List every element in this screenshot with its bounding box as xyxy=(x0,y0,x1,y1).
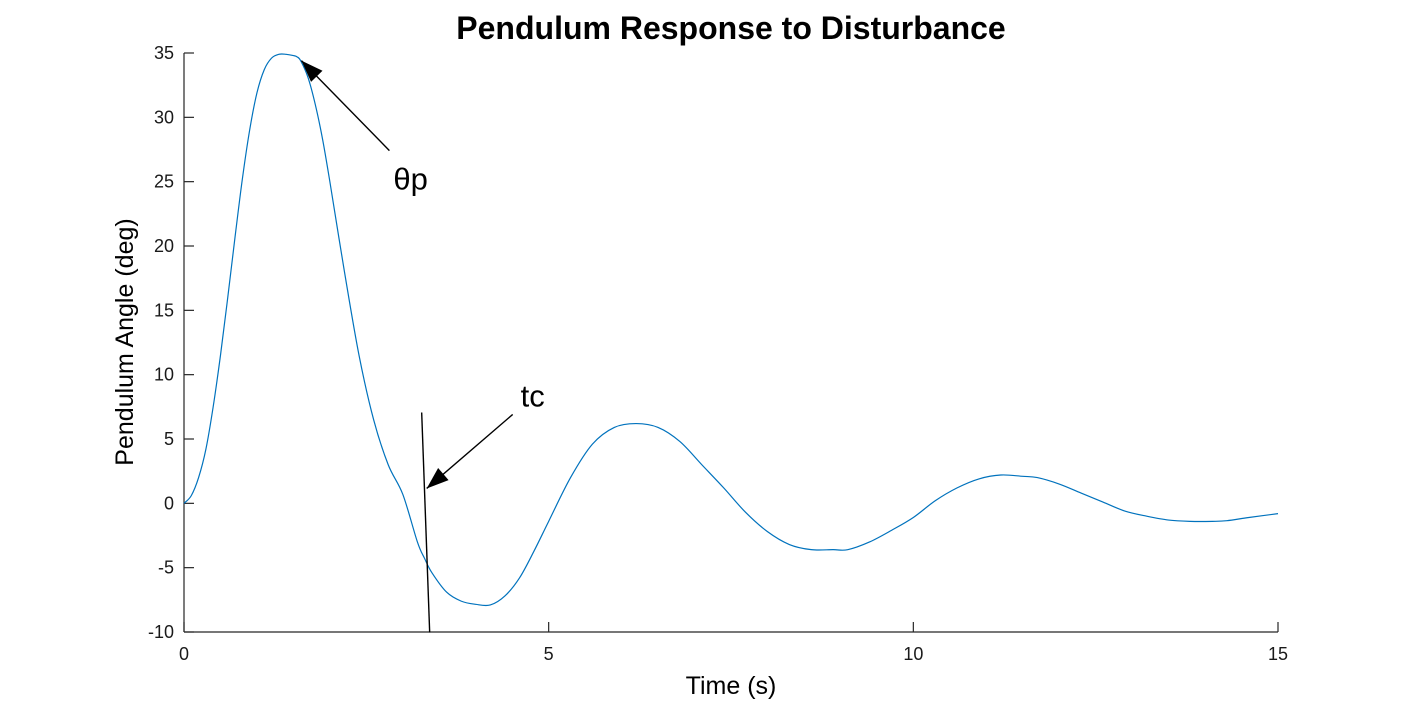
tangent-line xyxy=(420,412,431,633)
peak-arrow-head xyxy=(301,60,323,82)
x-axis-label: Time (s) xyxy=(686,672,777,700)
y-tick-label: -5 xyxy=(158,558,174,578)
x-tick-label: 15 xyxy=(1268,644,1288,664)
y-tick-label: 30 xyxy=(154,107,174,127)
y-tick-label: 10 xyxy=(154,365,174,385)
plot-area: 0 5 10 15 -10 -5 0 5 10 15 20 25 30 35 θp tc xyxy=(148,43,1288,664)
y-tick-label: 20 xyxy=(154,236,174,256)
y-ticks: -10 -5 0 5 10 15 20 25 30 35 xyxy=(148,43,194,642)
y-tick-label: 25 xyxy=(154,172,174,192)
y-tick-label: 0 xyxy=(164,493,174,513)
series-line xyxy=(183,53,1279,607)
x-ticks: 0 5 10 15 xyxy=(179,622,1288,664)
crossing-arrow-head xyxy=(426,468,449,489)
x-tick-label: 0 xyxy=(179,644,189,664)
annotations: θp tc xyxy=(300,60,545,633)
peak-annotation: θp xyxy=(393,162,427,197)
y-tick-label: 5 xyxy=(164,429,174,449)
crossing-annotation: tc xyxy=(521,378,545,413)
y-axis-label: Pendulum Angle (deg) xyxy=(111,218,139,465)
x-tick-label: 10 xyxy=(903,644,923,664)
y-tick-label: 15 xyxy=(154,300,174,320)
chart-title: Pendulum Response to Disturbance xyxy=(456,10,1005,46)
y-tick-label: 35 xyxy=(154,43,174,63)
y-tick-label: -10 xyxy=(148,622,174,642)
x-tick-label: 5 xyxy=(544,644,554,664)
